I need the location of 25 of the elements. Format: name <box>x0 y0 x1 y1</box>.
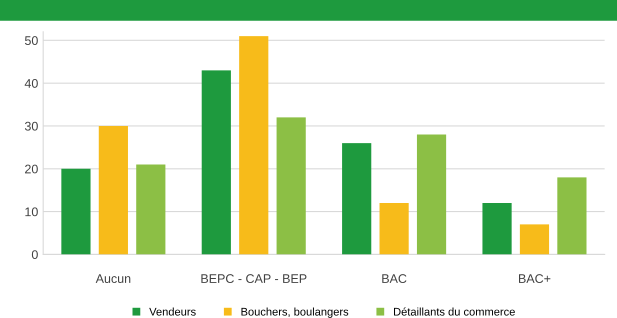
y-tick-label: 30 <box>24 122 38 131</box>
bar <box>276 117 306 254</box>
y-tick-label: 20 <box>25 164 38 174</box>
bar <box>482 203 512 254</box>
x-tick-label: Aucun <box>96 274 130 284</box>
bar <box>136 164 166 254</box>
legend-label: Détaillants du commerce <box>394 307 515 316</box>
bar <box>202 70 231 254</box>
y-tick-label: 40 <box>24 78 38 88</box>
bar <box>380 203 409 254</box>
x-tick-label: BAC <box>382 274 406 284</box>
bar <box>61 168 91 254</box>
x-tick-label: BEPC - CAP - BEP <box>201 274 306 284</box>
legend-label: Bouchers, boulangers <box>241 308 348 318</box>
x-tick-label: BAC+ <box>519 274 550 284</box>
bar <box>557 177 587 254</box>
y-tick-label: 10 <box>25 207 38 216</box>
legend-label: Vendeurs <box>149 308 196 316</box>
y-tick-label: 0 <box>32 250 38 260</box>
bar <box>239 36 268 254</box>
bar <box>520 224 550 254</box>
bar <box>416 134 446 254</box>
bar <box>342 143 372 254</box>
y-tick-label: 50 <box>24 36 38 46</box>
bar <box>98 126 128 254</box>
